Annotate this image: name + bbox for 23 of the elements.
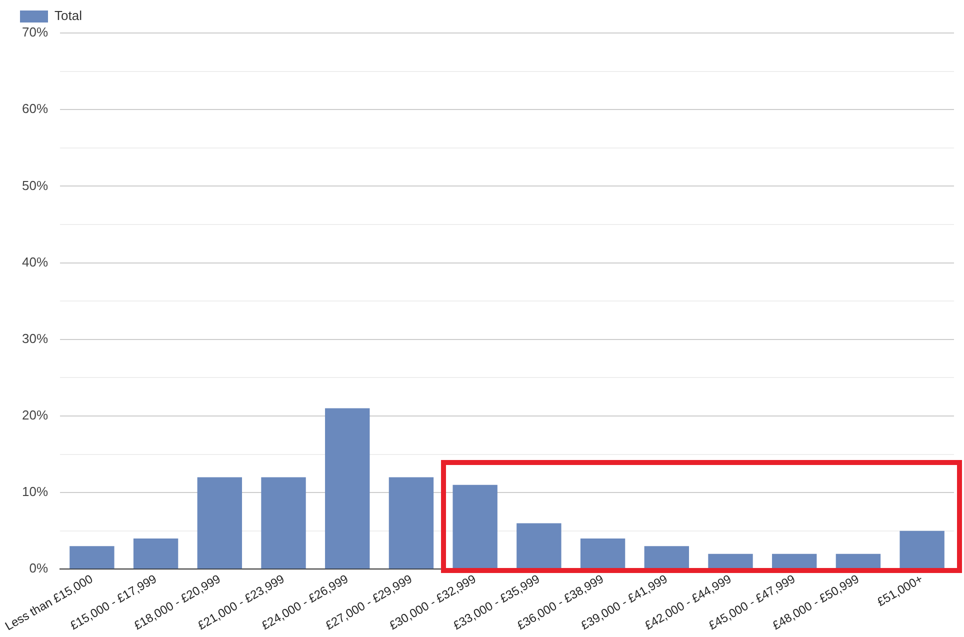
bar xyxy=(580,538,626,569)
bar xyxy=(452,484,498,569)
bar xyxy=(708,554,753,569)
bar xyxy=(70,546,114,569)
bar xyxy=(516,523,562,569)
y-tick-label: 10% xyxy=(22,484,48,500)
bar xyxy=(388,477,434,569)
y-tick-label: 60% xyxy=(22,101,48,116)
bar xyxy=(133,538,178,569)
bar xyxy=(197,477,242,569)
bar xyxy=(900,530,944,569)
y-tick-label: 0% xyxy=(29,560,48,576)
bar xyxy=(325,408,370,569)
y-tick-label: 70% xyxy=(22,24,48,40)
y-tick-label: 20% xyxy=(22,408,48,423)
bar xyxy=(836,554,881,569)
y-tick-label: 30% xyxy=(22,330,48,346)
y-tick-label: 40% xyxy=(22,254,48,270)
legend-label: Total xyxy=(54,8,82,24)
y-tick-label: 50% xyxy=(22,178,48,193)
bar xyxy=(772,554,817,569)
bar xyxy=(261,477,306,569)
bar xyxy=(644,546,689,569)
